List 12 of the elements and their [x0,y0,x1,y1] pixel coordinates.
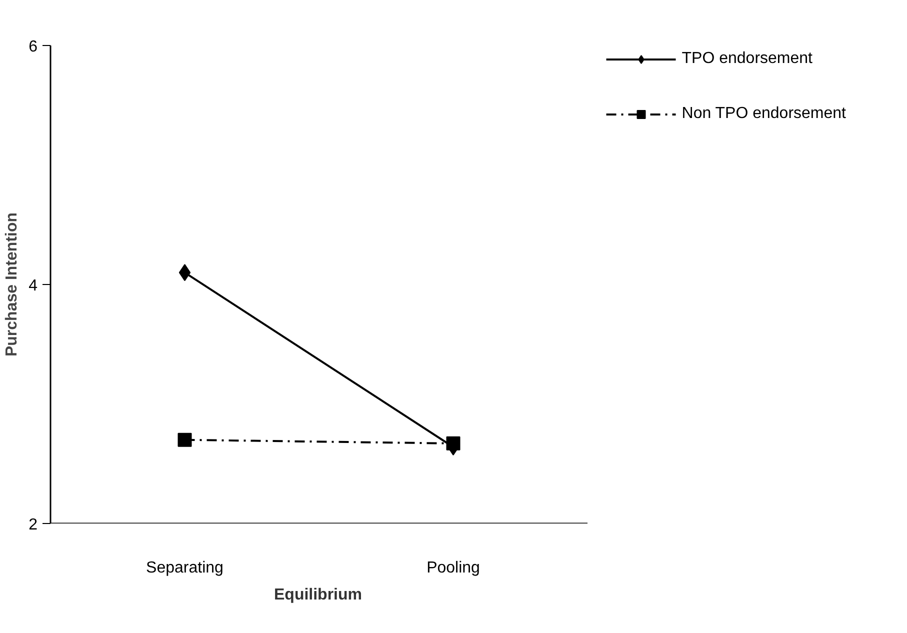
y-axis-title: Purchase Intention [4,212,21,357]
legend-label: TPO endorsement [682,50,812,68]
y-tick-label: 4 [28,278,38,294]
point [178,432,192,447]
legend-label: Non TPO endorsement [682,105,846,123]
x-tick-label: Separating [146,560,224,576]
point [178,264,191,282]
y-tick-label: 6 [28,38,38,56]
y-tick-label: 2 [28,516,38,534]
point [446,436,460,450]
x-axis-title: Equilibrium [274,586,362,604]
x-tick-label: Pooling [426,560,480,576]
